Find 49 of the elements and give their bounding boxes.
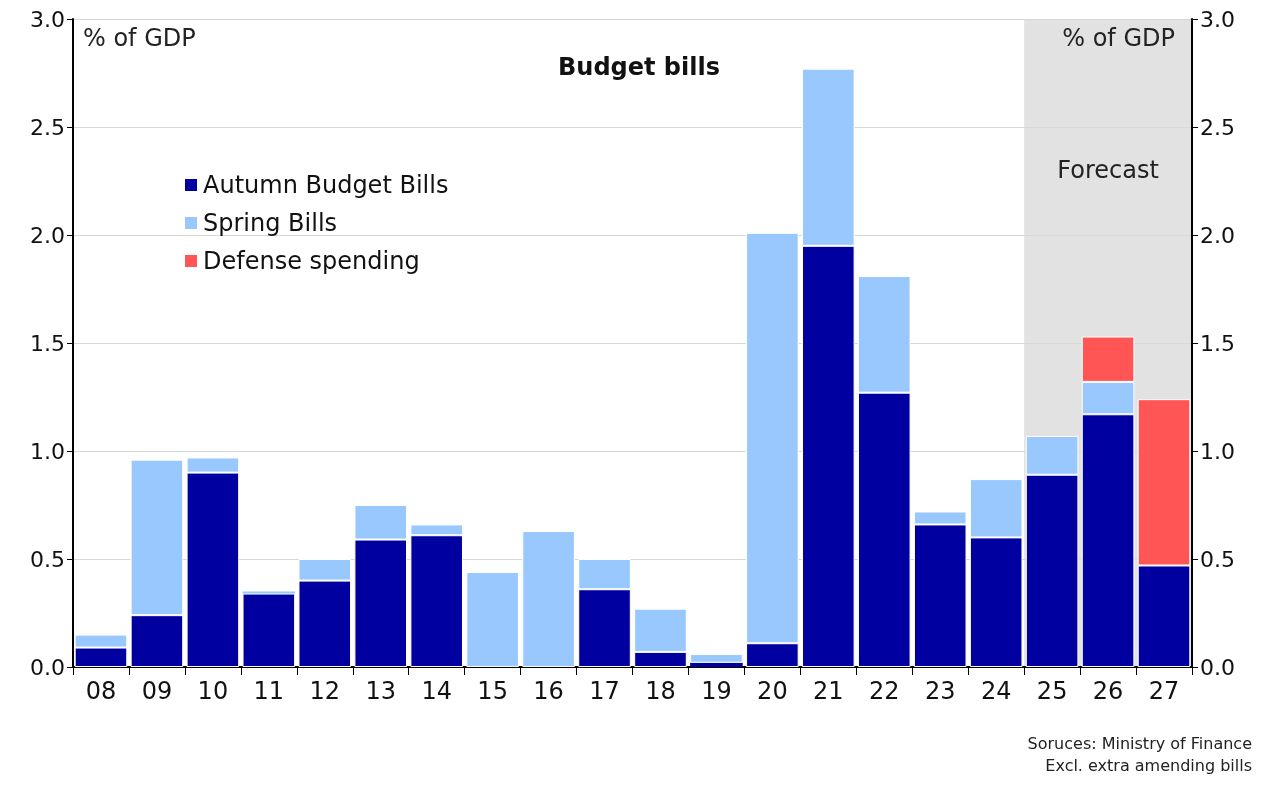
y-tick-label: 3.0 [30, 6, 65, 32]
text: Soruces: Ministry of Finance [1027, 733, 1253, 753]
x-tick-label: 16 [533, 677, 564, 705]
text: Budget bills [558, 53, 720, 81]
x-tick-label: 12 [309, 677, 341, 705]
legend-label: Spring Bills [203, 209, 338, 237]
x-tick-label: 11 [253, 677, 285, 705]
x-tick-label: 13 [365, 677, 396, 705]
y-tick-label: 1.0 [30, 438, 65, 464]
bar [242, 591, 296, 594]
x-tick-label: 18 [645, 677, 676, 705]
y2-tick-label: 0.5 [1200, 546, 1235, 572]
x-tick-label: 25 [1036, 677, 1068, 705]
x-tick-label: 23 [924, 677, 956, 705]
legend-label: Autumn Budget Bills [203, 171, 449, 199]
x-tick-label: 20 [757, 677, 788, 705]
y-tick-label: 1.5 [30, 330, 65, 356]
x-tick-label: 10 [197, 677, 229, 705]
x-tick-label: 09 [141, 677, 173, 705]
y-tick-label: 2.0 [30, 222, 65, 248]
y2-tick-label: 2.5 [1200, 114, 1235, 140]
y2-tick-label: 1.0 [1200, 438, 1235, 464]
y-tick-label: 0.0 [30, 654, 65, 680]
x-tick-label: 22 [869, 677, 900, 705]
y2-tick-label: 3.0 [1200, 6, 1235, 32]
x-tick-label: 08 [85, 677, 117, 705]
x-tick-label: 15 [477, 677, 508, 705]
x-tick-label: 24 [980, 677, 1012, 705]
y-tick-label: 2.5 [30, 114, 65, 140]
legend-label: Defense spending [203, 247, 420, 275]
x-tick-label: 27 [1148, 677, 1180, 705]
bar [242, 593, 296, 667]
x-tick-label: 26 [1092, 677, 1124, 705]
y2-tick-label: 2.0 [1200, 222, 1235, 248]
bar [522, 530, 575, 667]
y-axis-title: % of GDP [83, 24, 196, 52]
bar [690, 662, 743, 667]
band-label: Forecast [1057, 156, 1159, 185]
bar [690, 654, 743, 663]
x-tick-label: 14 [421, 677, 452, 705]
x-tick-label: 17 [589, 677, 620, 705]
y-tick-label: 0.5 [30, 546, 65, 572]
y2-axis-title: % of GDP [1062, 24, 1175, 52]
text: Excl. extra amending bills [1045, 755, 1252, 775]
y2-tick-label: 1.5 [1200, 330, 1235, 356]
x-tick-label: 21 [813, 677, 844, 705]
x-tick-label: 19 [701, 677, 732, 705]
bar [466, 571, 519, 667]
y2-tick-label: 0.0 [1200, 654, 1235, 680]
